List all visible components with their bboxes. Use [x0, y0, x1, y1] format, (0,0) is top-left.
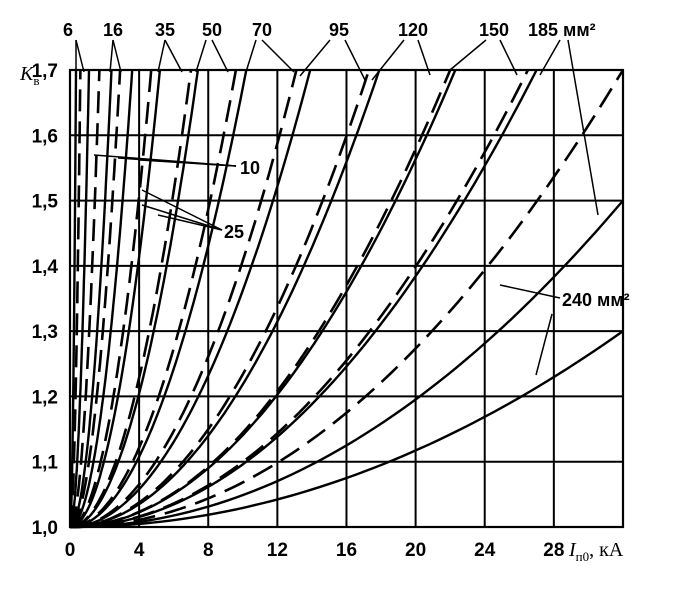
label-leader	[141, 189, 223, 231]
label-leader	[535, 313, 553, 376]
label-leader	[449, 39, 487, 71]
label-leader	[567, 39, 599, 216]
series-label-inner: 25	[224, 222, 244, 242]
curves	[68, 69, 625, 529]
label-leader	[344, 39, 366, 81]
x-tick-label: 4	[134, 540, 145, 561]
y-tick-labels: 1,0 1,1 1,2 1,3 1,4 1,5 1,6 1,7	[32, 61, 59, 539]
label-leader	[499, 284, 561, 299]
curve-95mm2-solid	[69, 69, 312, 529]
label-leader	[109, 39, 114, 73]
series-label-top: 16	[103, 20, 123, 40]
x-tick-label: 12	[267, 540, 288, 561]
y-tick-label: 1,5	[32, 192, 59, 213]
x-tick-label: 8	[203, 540, 214, 561]
curve-16mm2-dashed	[69, 69, 122, 529]
y-tick-label: 1,4	[32, 257, 59, 278]
x-tick-label: 20	[405, 540, 426, 561]
y-axis-title-main: K	[19, 63, 35, 85]
series-label-top: 95	[329, 20, 349, 40]
label-leader	[164, 39, 183, 73]
curve-70mm2-solid	[69, 69, 248, 529]
x-axis-title: Iп0, кА	[568, 539, 624, 564]
series-label-top: 6	[63, 20, 73, 40]
label-leader	[195, 39, 207, 73]
curve-35mm2-dashed	[69, 69, 193, 529]
curve-10mm2-dashed	[69, 69, 101, 529]
curve-150mm2-solid	[69, 69, 457, 529]
curve-35mm2-solid	[69, 69, 162, 529]
x-axis-title-unit: , кА	[589, 539, 624, 561]
series-label-top: 120	[398, 20, 428, 40]
curve-25mm2-solid	[69, 69, 134, 529]
x-tick-labels: 0 4 8 12 16 20 24 28	[65, 540, 565, 561]
y-tick-label: 1,6	[32, 126, 58, 147]
y-axis-title: Kв	[19, 63, 39, 88]
label-leader	[157, 214, 223, 231]
x-tick-label: 0	[65, 540, 76, 561]
curve-185mm2-dashed	[69, 69, 625, 529]
label-leader	[371, 39, 405, 81]
y-axis-title-sub: в	[33, 73, 39, 88]
label-leader	[157, 39, 166, 73]
y-tick-label: 1,7	[32, 61, 58, 82]
x-tick-label: 16	[336, 540, 357, 561]
label-leader	[75, 39, 85, 73]
plot-frame	[68, 68, 625, 529]
x-axis-title-main: I	[568, 539, 577, 561]
curve-50mm2-dashed	[69, 69, 238, 529]
series-label-inner: 10	[240, 158, 260, 178]
curve-240mm2-solid	[69, 330, 624, 529]
label-leader	[112, 39, 122, 73]
label-leader	[211, 39, 229, 73]
curve-240mm2-solid	[69, 199, 624, 529]
series-labels: 6 16 35 50 70 95 120 150 185 мм² 10 25 240 мм²	[63, 20, 630, 310]
y-tick-label: 1,1	[32, 453, 59, 474]
curve-10mm2-solid	[69, 69, 91, 529]
label-leader	[139, 159, 237, 167]
curve-25mm2-dashed	[69, 69, 153, 529]
y-tick-label: 1,0	[32, 518, 58, 539]
series-label-top: 50	[202, 20, 222, 40]
x-tick-label: 24	[474, 540, 496, 561]
label-leader	[261, 39, 295, 73]
series-label-top: 150	[479, 20, 509, 40]
curve-50mm2-solid	[69, 69, 200, 529]
y-tick-label: 1,2	[32, 387, 58, 408]
series-label-top: 185 мм²	[528, 20, 596, 40]
series-label-top: 35	[155, 20, 175, 40]
label-leader	[141, 204, 223, 231]
series-label-top: 70	[252, 20, 272, 40]
series-label-inner: 240 мм²	[562, 290, 630, 310]
curve-185mm2-solid	[69, 69, 538, 529]
curve-120mm2-solid	[69, 69, 381, 529]
x-axis-title-sub: п0	[576, 549, 589, 564]
x-tick-label: 28	[543, 540, 564, 561]
y-tick-label: 1,3	[32, 322, 58, 343]
curve-16mm2-solid	[69, 69, 113, 529]
label-leader	[245, 39, 257, 73]
curve-6mm2-dashed	[68, 69, 82, 529]
